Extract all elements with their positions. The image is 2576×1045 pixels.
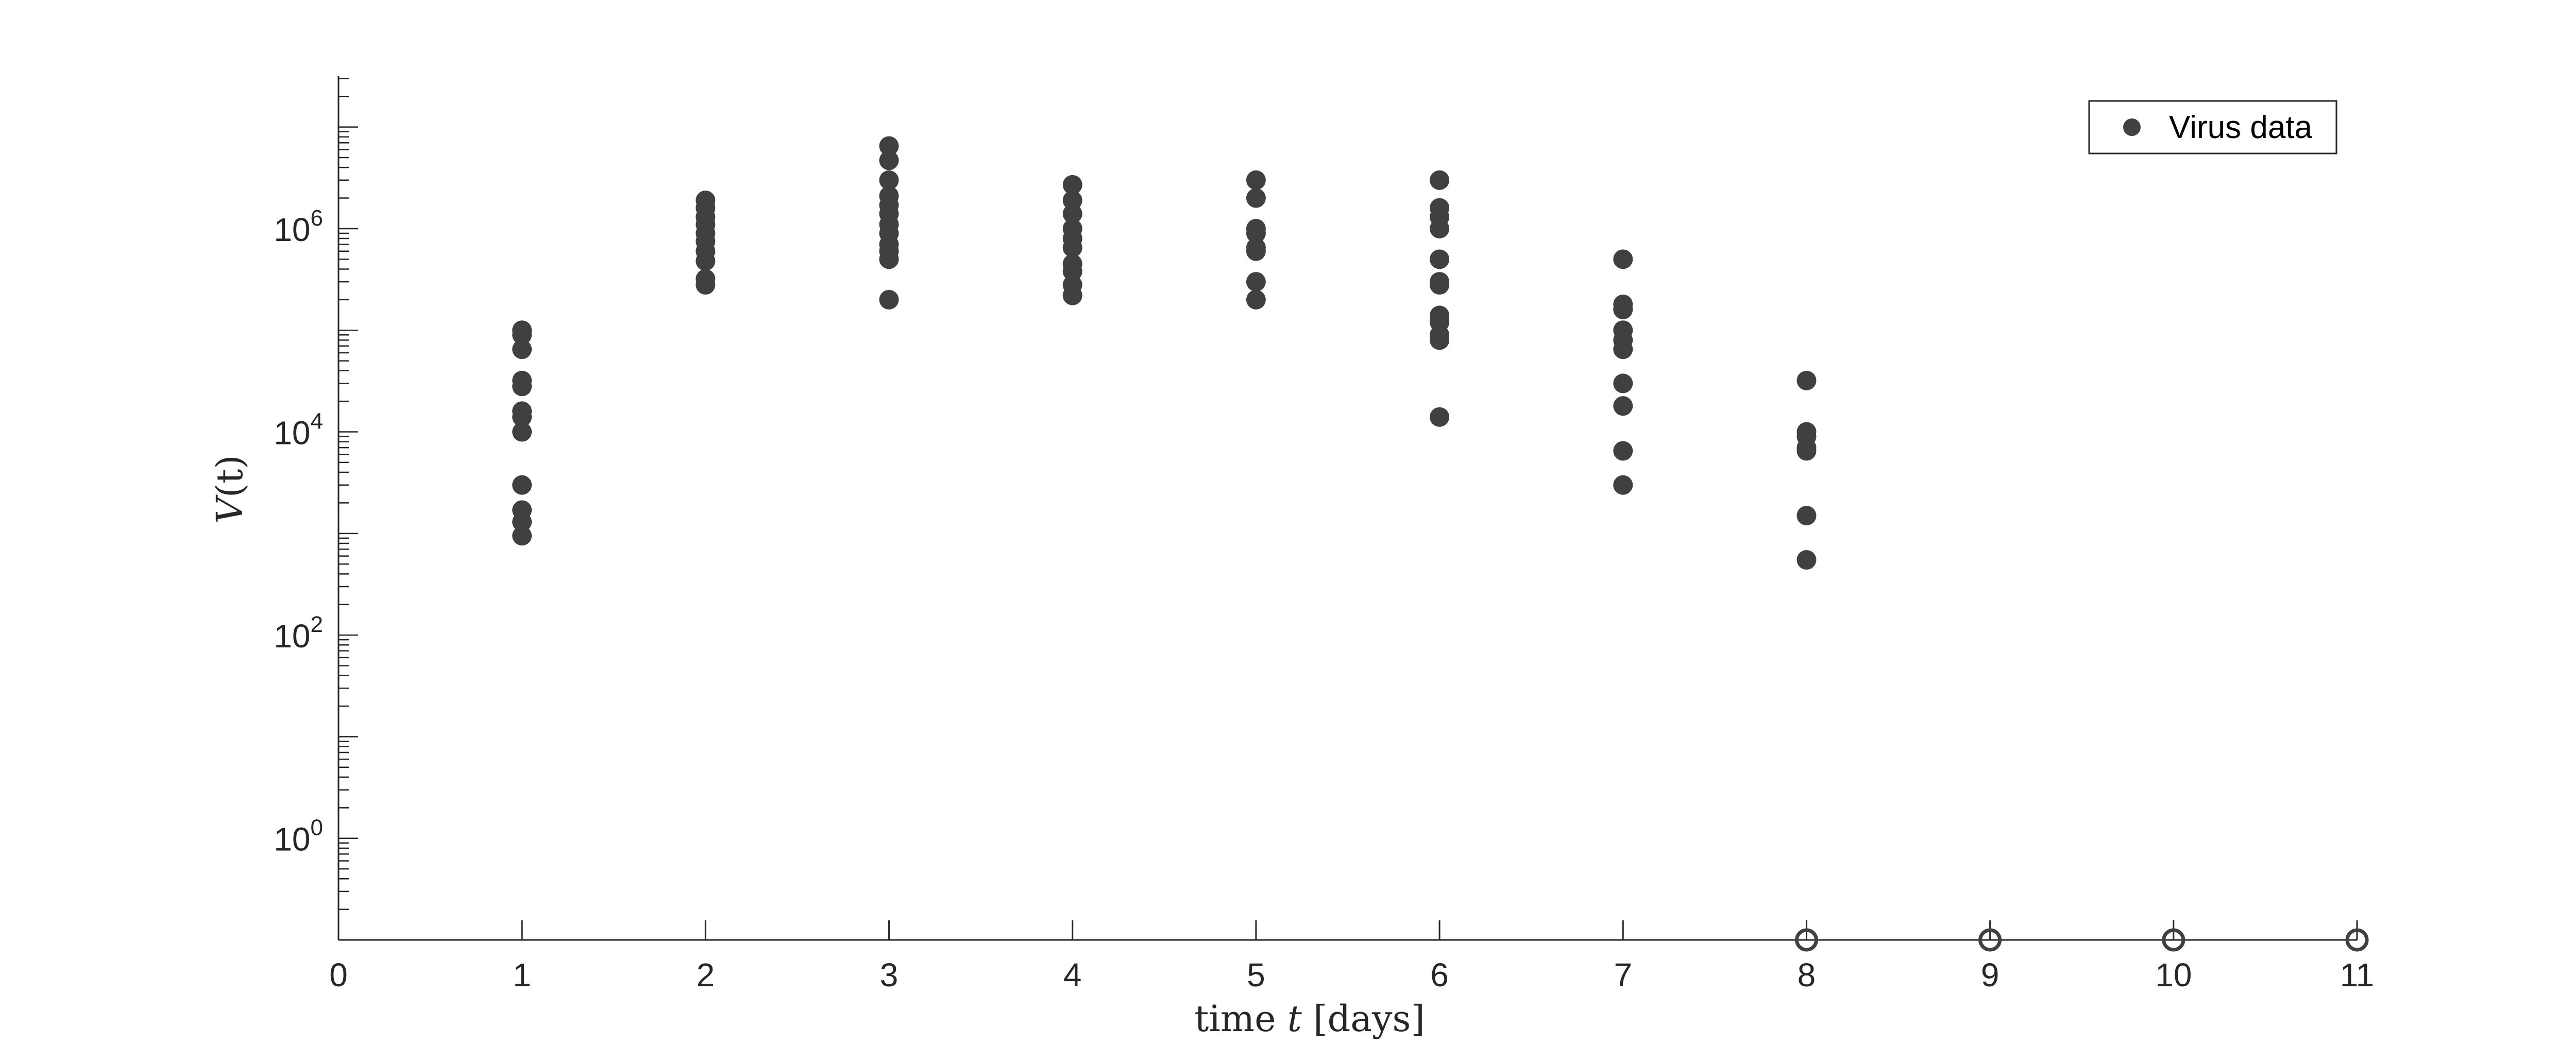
data-point [1062, 261, 1082, 281]
data-point [512, 325, 532, 345]
y-tick-label: 100 [274, 815, 323, 858]
data-point [1246, 272, 1266, 292]
data-point [512, 339, 532, 359]
data-point [1246, 223, 1266, 243]
data-point [1797, 441, 1817, 461]
data-point [1246, 289, 1266, 310]
data-point [696, 251, 716, 271]
data-point [1430, 330, 1450, 350]
axes: 0 1 2 3 4 5 6 7 8 9 10 11 100 102 104 106 [274, 76, 2374, 993]
data-point [1062, 175, 1082, 195]
data-point [696, 275, 716, 295]
data-marks [512, 136, 2369, 952]
data-point [1613, 475, 1633, 495]
y-tick-label: 102 [274, 612, 323, 655]
data-point [1246, 188, 1266, 208]
x-tick-label: 2 [697, 956, 715, 993]
data-point [1430, 407, 1450, 427]
data-point [1613, 373, 1633, 393]
x-tick-label: 5 [1247, 956, 1265, 993]
data-point [1613, 299, 1633, 319]
y-axis-label: V(t) [209, 455, 251, 523]
zero-point-marker [2345, 928, 2369, 952]
data-point [1613, 396, 1633, 416]
data-point [512, 526, 532, 546]
data-point [1062, 190, 1082, 210]
legend-box [2088, 100, 2337, 155]
x-tick-label: 9 [1981, 956, 1999, 993]
x-axis-label: time t [days] [1194, 998, 1425, 1040]
data-point [1062, 285, 1082, 305]
data-point [1430, 218, 1450, 238]
y-tick-label: 106 [274, 205, 323, 248]
x-tick-label: 7 [1614, 956, 1632, 993]
x-tick-label: 3 [880, 956, 899, 993]
data-point [512, 512, 532, 532]
data-point [879, 289, 899, 310]
x-tick-label: 4 [1063, 956, 1082, 993]
data-point [512, 422, 532, 442]
data-point [1613, 339, 1633, 359]
zero-point-marker [1978, 928, 2002, 952]
x-tick-label: 6 [1430, 956, 1449, 993]
x-tick-label: 8 [1798, 956, 1816, 993]
x-tick-label: 10 [2155, 956, 2192, 993]
data-point [1246, 241, 1266, 261]
legend-marker [2123, 118, 2141, 136]
data-point [1430, 170, 1450, 190]
data-point [512, 407, 532, 427]
zero-point-marker [2162, 928, 2185, 952]
y-tick-label: 104 [274, 409, 323, 452]
data-point [1062, 204, 1082, 224]
data-point [1797, 550, 1817, 570]
data-point [1062, 237, 1082, 258]
legend: Virus data [2088, 100, 2337, 155]
data-point [512, 475, 532, 495]
x-tick-label: 1 [513, 956, 531, 993]
axis-labels: time t [days] V(t) [209, 455, 1425, 1040]
legend-entry-virus-data: Virus data [2169, 110, 2313, 145]
data-point [1797, 506, 1817, 526]
data-point [879, 150, 899, 170]
data-point [879, 170, 899, 190]
data-point [1613, 249, 1633, 269]
x-tick-label: 11 [2340, 956, 2374, 993]
data-point [1430, 249, 1450, 269]
data-point [1246, 170, 1266, 190]
zero-point-marker [1794, 928, 1818, 952]
data-point [879, 136, 899, 156]
x-tick-label: 0 [329, 956, 348, 993]
data-point [879, 249, 899, 269]
data-point [1797, 370, 1817, 390]
data-point [1613, 441, 1633, 461]
data-point [1430, 275, 1450, 295]
data-point [512, 376, 532, 397]
